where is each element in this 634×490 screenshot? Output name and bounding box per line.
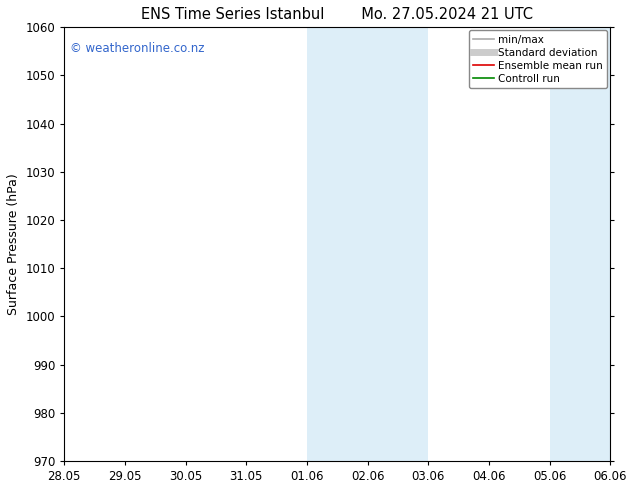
- Title: ENS Time Series Istanbul        Mo. 27.05.2024 21 UTC: ENS Time Series Istanbul Mo. 27.05.2024 …: [141, 7, 533, 22]
- Y-axis label: Surface Pressure (hPa): Surface Pressure (hPa): [7, 173, 20, 315]
- Bar: [307, 27, 429, 461]
- Text: © weatheronline.co.nz: © weatheronline.co.nz: [70, 43, 204, 55]
- Legend: min/max, Standard deviation, Ensemble mean run, Controll run: min/max, Standard deviation, Ensemble me…: [469, 30, 607, 88]
- Bar: [550, 27, 611, 461]
